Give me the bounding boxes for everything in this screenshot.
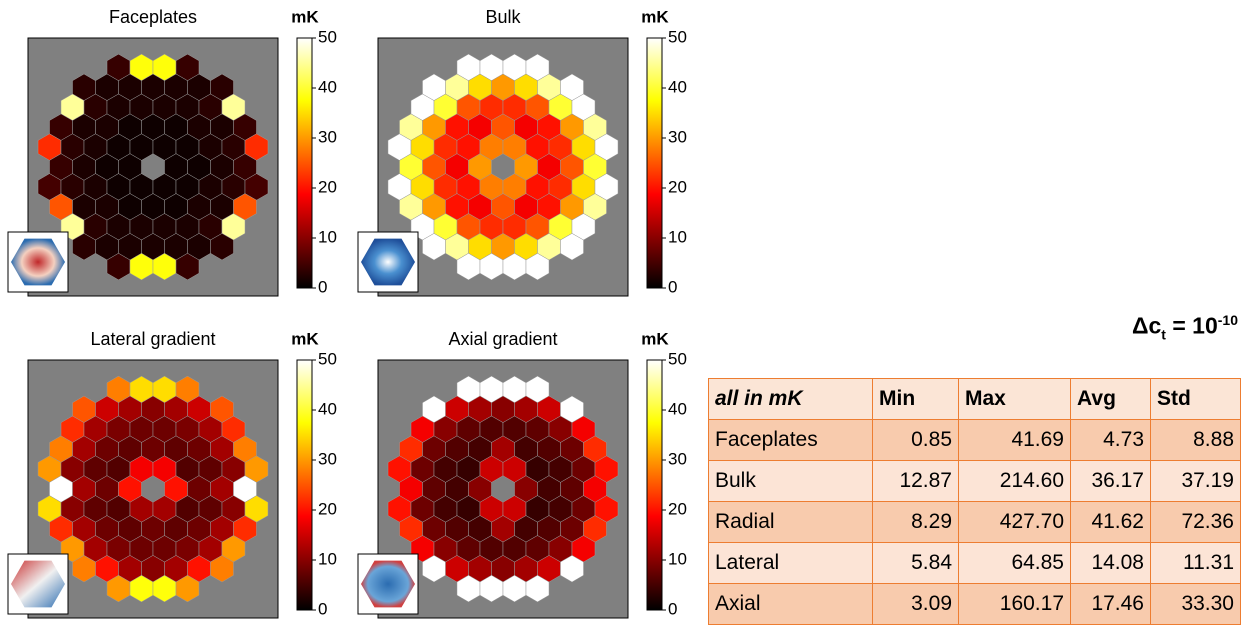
number-cell: 41.69 [958,419,1071,461]
number-cell: 14.08 [1070,542,1151,584]
panel-title: Lateral gradient [90,329,215,349]
colorbar-tick-label: 30 [318,449,337,468]
panel-title: Faceplates [109,7,197,27]
number-cell: 8.88 [1150,419,1241,461]
colorbar-tick-label: 50 [318,27,337,46]
header-row: all in mK Min Max Avg Std [708,378,1241,420]
number-cell: 3.09 [872,583,959,625]
figure: Faceplates mK 0 10 20 30 40 50 Bulk mK 0 10 20 30 40 50… [7,7,687,619]
header-cell: Max [958,378,1071,420]
number-cell: 11.31 [1150,542,1241,584]
colorbar-tick-label: 30 [668,449,687,468]
colorbar [646,359,663,611]
hex-cell [560,555,584,583]
colorbar-tick-label: 0 [668,599,677,618]
number-cell: 41.62 [1070,501,1151,543]
colorbar-tick-label: 0 [318,599,327,618]
inset-icon [361,560,415,608]
colorbar-tick-label: 20 [318,499,337,518]
colorbar-tick-label: 10 [318,549,337,568]
number-cell: 33.30 [1150,583,1241,625]
hex-cell [525,575,550,603]
hex-cell [560,233,584,261]
colorbar-tick-label: 10 [668,227,687,246]
hex-cell [210,233,234,261]
colorbar-tick-label: 10 [318,227,337,246]
header-cell: Min [872,378,959,420]
label-cell: Bulk [708,460,873,502]
colorbar-tick-label: 20 [668,499,687,518]
delta-sup: -10 [1217,312,1238,328]
delta-label: Δct = 10-10 [1132,312,1238,342]
number-cell: 12.87 [872,460,959,502]
table-row: Bulk 12.87 214.60 36.17 37.19 [708,460,1241,502]
number-cell: 427.70 [958,501,1071,543]
colorbar-tick-label: 30 [318,127,337,146]
stats-table: all in mK Min Max Avg Std Faceplates 0.85 41.69… [708,378,1241,625]
inset-icon [361,238,415,286]
colorbar-label: mK [641,329,669,348]
table-row: Faceplates 0.85 41.69 4.73 8.88 [708,419,1241,461]
label-cell: Lateral [708,542,873,584]
number-cell: 36.17 [1070,460,1151,502]
delta-base: Δc [1131,312,1162,339]
colorbar-tick-label: 50 [668,27,687,46]
colorbar-tick-label: 40 [668,399,687,418]
number-cell: 160.17 [958,583,1071,625]
delta-sub: t [1161,326,1166,343]
number-cell: 0.85 [872,419,959,461]
delta-mid: = 10 [1165,312,1218,339]
table-row: Lateral 5.84 64.85 14.08 11.31 [708,542,1241,584]
number-cell: 8.29 [872,501,959,543]
colorbar-tick-label: 40 [318,399,337,418]
colorbar-tick-label: 20 [318,177,337,196]
colorbar [646,37,663,289]
colorbar-tick-label: 10 [668,549,687,568]
colorbar [296,37,313,289]
hex-cell [175,253,200,281]
panel-title: Axial gradient [448,329,557,349]
colorbar-tick-label: 50 [668,349,687,368]
number-cell: 5.84 [872,542,959,584]
colorbar-tick-label: 50 [318,349,337,368]
colorbar-label: mK [641,7,669,26]
hex-cell [175,575,200,603]
label-cell: Faceplates [708,419,873,461]
label-cell: Radial [708,501,873,543]
inset-icon [11,560,65,608]
header-cell: Std [1150,378,1241,420]
table-row: Radial 8.29 427.70 41.62 72.36 [708,501,1241,543]
colorbar-label: mK [291,329,319,348]
panel-title: Bulk [485,7,521,27]
colorbar-label: mK [291,7,319,26]
number-cell: 72.36 [1150,501,1241,543]
colorbar-tick-label: 30 [668,127,687,146]
number-cell: 214.60 [958,460,1071,502]
colorbar-tick-label: 40 [668,77,687,96]
number-cell: 64.85 [958,542,1071,584]
hex-cell [525,253,550,281]
header-cell: all in mK [708,378,873,420]
label-cell: Axial [708,583,873,625]
number-cell: 37.19 [1150,460,1241,502]
colorbar-tick-label: 0 [318,277,327,296]
colorbar-tick-label: 40 [318,77,337,96]
inset-icon [11,238,65,286]
number-cell: 17.46 [1070,583,1151,625]
colorbar-tick-label: 0 [668,277,677,296]
colorbar-tick-label: 20 [668,177,687,196]
hex-cell [210,555,234,583]
colorbar [296,359,313,611]
number-cell: 4.73 [1070,419,1151,461]
table-row: Axial 3.09 160.17 17.46 33.30 [708,583,1241,625]
header-cell: Avg [1070,378,1151,420]
